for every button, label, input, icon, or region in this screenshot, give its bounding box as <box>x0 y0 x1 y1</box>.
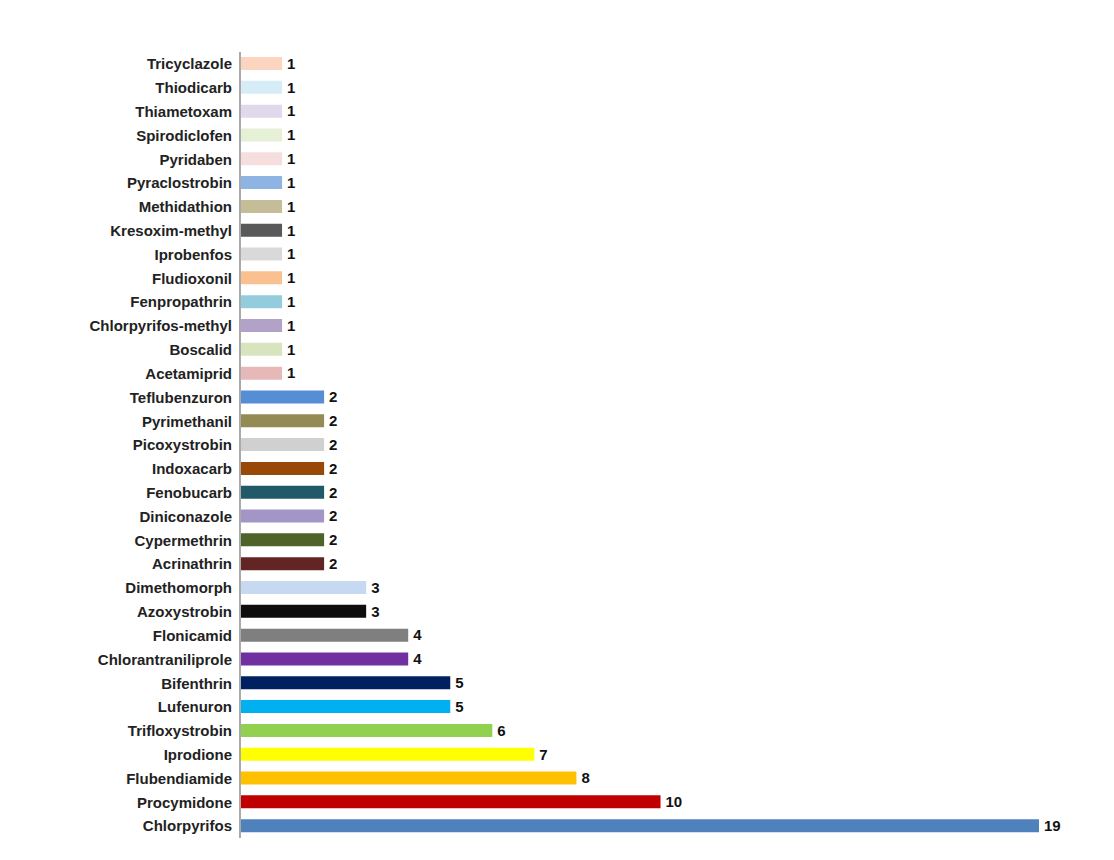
svg-text:3: 3 <box>371 603 379 620</box>
svg-text:Chlorpyrifos-methyl: Chlorpyrifos-methyl <box>89 317 232 334</box>
svg-text:Chlorantraniliprole: Chlorantraniliprole <box>98 651 232 668</box>
svg-text:Pyrimethanil: Pyrimethanil <box>142 413 232 430</box>
svg-text:Spirodiclofen: Spirodiclofen <box>136 127 232 144</box>
svg-text:Pyraclostrobin: Pyraclostrobin <box>127 174 232 191</box>
svg-text:Chlorpyrifos: Chlorpyrifos <box>143 817 232 834</box>
svg-text:1: 1 <box>287 174 295 191</box>
svg-text:Dimethomorph: Dimethomorph <box>125 579 232 596</box>
svg-text:Iprobenfos: Iprobenfos <box>155 246 233 263</box>
svg-text:2: 2 <box>329 484 337 501</box>
svg-text:Fenpropathrin: Fenpropathrin <box>130 293 232 310</box>
svg-text:4: 4 <box>413 626 422 643</box>
svg-text:1: 1 <box>287 79 295 96</box>
svg-text:Azoxystrobin: Azoxystrobin <box>137 603 232 620</box>
svg-text:Flonicamid: Flonicamid <box>153 627 232 644</box>
svg-text:Indoxacarb: Indoxacarb <box>152 460 232 477</box>
svg-text:Procymidone: Procymidone <box>137 794 232 811</box>
svg-text:6: 6 <box>497 722 505 739</box>
svg-text:2: 2 <box>329 531 337 548</box>
svg-text:Trifloxystrobin: Trifloxystrobin <box>128 722 232 739</box>
svg-text:1: 1 <box>287 293 295 310</box>
svg-text:Bifenthrin: Bifenthrin <box>161 675 232 692</box>
svg-text:1: 1 <box>287 269 295 286</box>
svg-text:1: 1 <box>287 317 295 334</box>
svg-text:10: 10 <box>666 793 683 810</box>
svg-text:Lufenuron: Lufenuron <box>158 698 232 715</box>
svg-text:2: 2 <box>329 388 337 405</box>
svg-text:5: 5 <box>455 698 463 715</box>
svg-text:7: 7 <box>539 746 547 763</box>
svg-text:2: 2 <box>329 412 337 429</box>
svg-text:Acetamiprid: Acetamiprid <box>145 365 232 382</box>
svg-text:1: 1 <box>287 364 295 381</box>
svg-text:Fludioxonil: Fludioxonil <box>152 270 232 287</box>
svg-text:2: 2 <box>329 507 337 524</box>
svg-text:Iprodione: Iprodione <box>164 746 232 763</box>
svg-text:Thiametoxam: Thiametoxam <box>135 103 232 120</box>
svg-text:3: 3 <box>371 579 379 596</box>
svg-text:Tricyclazole: Tricyclazole <box>147 55 232 72</box>
svg-text:1: 1 <box>287 126 295 143</box>
svg-text:Diniconazole: Diniconazole <box>139 508 232 525</box>
svg-text:5: 5 <box>455 674 463 691</box>
svg-text:1: 1 <box>287 198 295 215</box>
svg-text:19: 19 <box>1044 817 1061 834</box>
svg-text:Kresoxim-methyl: Kresoxim-methyl <box>110 222 232 239</box>
svg-text:Picoxystrobin: Picoxystrobin <box>133 436 232 453</box>
svg-text:1: 1 <box>287 150 295 167</box>
svg-text:Cypermethrin: Cypermethrin <box>134 532 232 549</box>
svg-text:Pyridaben: Pyridaben <box>159 151 232 168</box>
svg-text:Methidathion: Methidathion <box>139 198 232 215</box>
svg-text:2: 2 <box>329 436 337 453</box>
svg-text:1: 1 <box>287 222 295 239</box>
svg-text:4: 4 <box>413 650 422 667</box>
svg-text:Teflubenzuron: Teflubenzuron <box>130 389 232 406</box>
svg-text:Acrinathrin: Acrinathrin <box>152 555 232 572</box>
svg-text:2: 2 <box>329 460 337 477</box>
svg-text:Boscalid: Boscalid <box>169 341 232 358</box>
svg-text:2: 2 <box>329 555 337 572</box>
svg-text:Fenobucarb: Fenobucarb <box>146 484 232 501</box>
svg-text:1: 1 <box>287 341 295 358</box>
svg-text:8: 8 <box>581 769 589 786</box>
svg-text:1: 1 <box>287 102 295 119</box>
svg-text:Flubendiamide: Flubendiamide <box>126 770 232 787</box>
svg-text:1: 1 <box>287 55 295 72</box>
svg-text:Thiodicarb: Thiodicarb <box>155 79 232 96</box>
svg-text:1: 1 <box>287 245 295 262</box>
